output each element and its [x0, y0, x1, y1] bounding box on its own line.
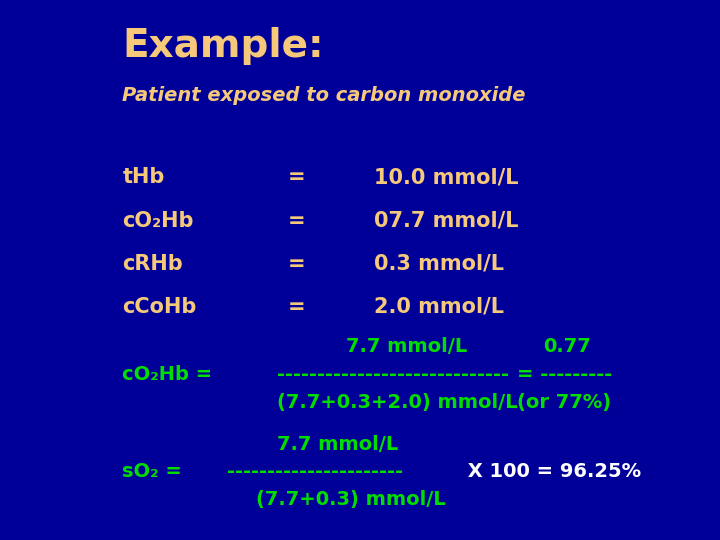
Text: Patient exposed to carbon monoxide: Patient exposed to carbon monoxide	[122, 86, 526, 105]
Text: 0.3 mmol/L: 0.3 mmol/L	[374, 254, 505, 274]
Text: (7.7+0.3) mmol/L: (7.7+0.3) mmol/L	[256, 490, 446, 509]
Text: 7.7 mmol/L: 7.7 mmol/L	[277, 435, 398, 454]
Text: (7.7+0.3+2.0) mmol/L: (7.7+0.3+2.0) mmol/L	[277, 393, 518, 412]
Text: Example:: Example:	[122, 27, 324, 65]
Text: =: =	[288, 167, 305, 187]
Text: 07.7 mmol/L: 07.7 mmol/L	[374, 211, 519, 231]
Text: 7.7 mmol/L: 7.7 mmol/L	[346, 338, 467, 356]
Text: 2.0 mmol/L: 2.0 mmol/L	[374, 297, 505, 317]
Text: =: =	[288, 211, 305, 231]
Text: X 100 = 96.25%: X 100 = 96.25%	[461, 462, 641, 481]
Text: 10.0 mmol/L: 10.0 mmol/L	[374, 167, 519, 187]
Text: = ---------: = ---------	[517, 364, 612, 383]
Text: tHb: tHb	[122, 167, 165, 187]
Text: cRHb: cRHb	[122, 254, 183, 274]
Text: cO₂Hb: cO₂Hb	[122, 211, 194, 231]
Text: =: =	[288, 297, 305, 317]
Text: cO₂Hb =: cO₂Hb =	[122, 364, 220, 383]
Text: -----------------------------: -----------------------------	[277, 364, 509, 383]
Text: sO₂ =: sO₂ =	[122, 462, 189, 481]
Text: 0.77: 0.77	[544, 338, 591, 356]
Text: cCoHb: cCoHb	[122, 297, 197, 317]
Text: ----------------------: ----------------------	[227, 462, 402, 481]
Text: (or 77%): (or 77%)	[517, 393, 611, 412]
Text: =: =	[288, 254, 305, 274]
